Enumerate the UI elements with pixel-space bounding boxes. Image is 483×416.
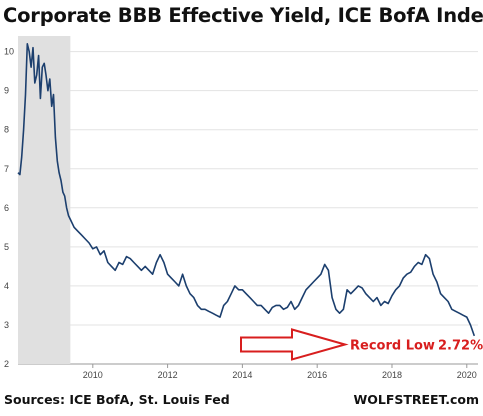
record-low-annotation: Record Low 2.72% bbox=[240, 328, 483, 361]
y-tick-label: 9 bbox=[4, 86, 9, 96]
record-low-label: Record Low bbox=[350, 338, 435, 353]
x-tick-label: 2010 bbox=[83, 370, 103, 380]
y-tick-label: 7 bbox=[4, 164, 9, 174]
recession-band bbox=[18, 36, 71, 364]
y-tick-label: 5 bbox=[4, 242, 9, 252]
x-tick-label: 2014 bbox=[232, 370, 252, 380]
record-low-value: 2.72% bbox=[438, 338, 483, 353]
y-axis-ticks: 2 3 4 5 6 7 8 9 10 bbox=[4, 47, 14, 369]
x-axis-ticks: 2010 2012 2014 2016 2018 2020 bbox=[83, 364, 477, 380]
source-note: Sources: ICE BofA, St. Louis Fed bbox=[4, 392, 230, 407]
y-tick-label: 4 bbox=[4, 281, 9, 291]
yield-series-line bbox=[17, 42, 476, 337]
recession-shading bbox=[18, 36, 71, 364]
x-tick-label: 2020 bbox=[457, 370, 477, 380]
x-tick-label: 2018 bbox=[382, 370, 402, 380]
y-tick-label: 6 bbox=[4, 203, 9, 213]
red-outline-arrow bbox=[240, 328, 349, 361]
y-tick-label: 8 bbox=[4, 125, 9, 135]
chart-title: Corporate BBB Effective Yield, ICE BofA … bbox=[3, 4, 483, 27]
x-tick-label: 2016 bbox=[307, 370, 327, 380]
series-lines bbox=[17, 42, 476, 337]
gridlines bbox=[18, 51, 478, 365]
y-tick-label: 10 bbox=[4, 47, 14, 57]
brand-mark: WOLFSTREET.com bbox=[353, 392, 479, 407]
x-tick-label: 2012 bbox=[158, 370, 178, 380]
y-tick-label: 2 bbox=[4, 359, 9, 369]
y-tick-label: 3 bbox=[4, 320, 9, 330]
